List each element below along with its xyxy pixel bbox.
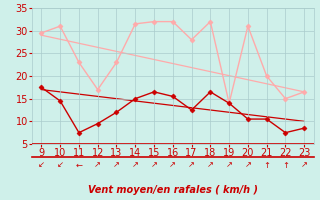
Text: ↗: ↗ (244, 160, 252, 170)
Text: ↗: ↗ (207, 160, 214, 170)
Text: ↗: ↗ (132, 160, 139, 170)
Text: Vent moyen/en rafales ( km/h ): Vent moyen/en rafales ( km/h ) (88, 185, 258, 195)
Text: ↗: ↗ (113, 160, 120, 170)
Text: ↗: ↗ (94, 160, 101, 170)
Text: ↗: ↗ (169, 160, 176, 170)
Text: ↗: ↗ (226, 160, 233, 170)
Text: ↗: ↗ (301, 160, 308, 170)
Text: ↗: ↗ (150, 160, 157, 170)
Text: ←: ← (76, 160, 83, 170)
Text: ↗: ↗ (188, 160, 195, 170)
Text: ↙: ↙ (57, 160, 64, 170)
Text: ↑: ↑ (282, 160, 289, 170)
Text: ↙: ↙ (38, 160, 45, 170)
Text: ↑: ↑ (263, 160, 270, 170)
